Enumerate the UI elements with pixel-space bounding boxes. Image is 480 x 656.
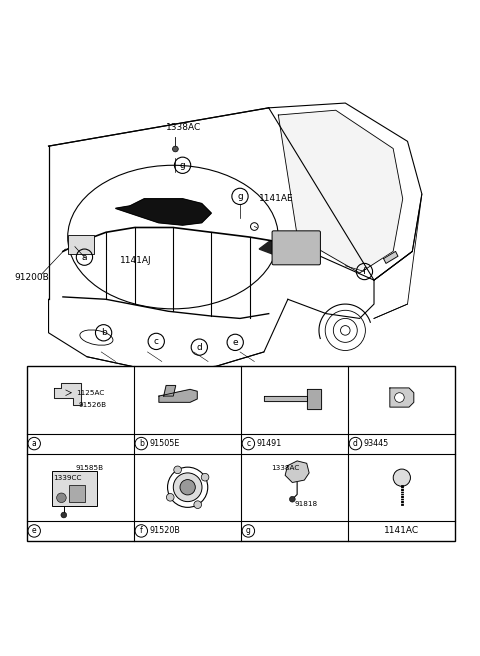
Polygon shape	[54, 383, 81, 405]
Circle shape	[167, 493, 174, 501]
Text: 1339CC: 1339CC	[53, 475, 81, 481]
Circle shape	[61, 512, 67, 518]
Bar	[52, 470, 97, 506]
Circle shape	[289, 497, 295, 502]
Circle shape	[395, 393, 404, 402]
Text: b: b	[139, 439, 144, 448]
Circle shape	[393, 469, 410, 486]
Polygon shape	[264, 396, 307, 401]
Polygon shape	[164, 386, 176, 396]
Text: 1141AJ: 1141AJ	[120, 256, 152, 265]
Circle shape	[194, 501, 202, 508]
Bar	[27, 366, 456, 541]
Polygon shape	[116, 199, 211, 225]
Circle shape	[172, 146, 178, 152]
Text: 91491: 91491	[256, 439, 282, 448]
Text: d: d	[353, 439, 358, 448]
Circle shape	[174, 466, 181, 474]
Text: 91585B: 91585B	[76, 465, 104, 471]
Polygon shape	[390, 388, 414, 407]
Circle shape	[57, 493, 66, 502]
Circle shape	[168, 467, 208, 507]
Polygon shape	[384, 251, 398, 264]
Text: e: e	[32, 526, 36, 535]
Text: 91505E: 91505E	[149, 439, 180, 448]
Text: c: c	[246, 439, 251, 448]
Text: g: g	[180, 161, 185, 170]
Polygon shape	[307, 390, 321, 409]
Text: 91520B: 91520B	[149, 526, 180, 535]
FancyBboxPatch shape	[272, 231, 321, 265]
Circle shape	[173, 473, 202, 502]
Text: 91200B: 91200B	[14, 274, 49, 282]
Polygon shape	[285, 461, 309, 482]
Bar	[68, 235, 94, 254]
Circle shape	[180, 480, 195, 495]
Text: 91818: 91818	[295, 501, 318, 507]
Text: f: f	[363, 267, 366, 276]
Text: 1125AC: 1125AC	[76, 390, 104, 396]
Circle shape	[201, 474, 209, 481]
Text: b: b	[101, 328, 107, 337]
Text: 1141AC: 1141AC	[384, 526, 420, 535]
Text: 1338AC: 1338AC	[271, 465, 299, 471]
Polygon shape	[278, 110, 403, 273]
Bar	[69, 485, 85, 502]
Text: g: g	[246, 526, 251, 535]
Text: a: a	[82, 253, 87, 262]
Text: 1338AC: 1338AC	[166, 123, 201, 132]
Text: 93445: 93445	[364, 439, 389, 448]
Polygon shape	[259, 237, 312, 256]
Text: f: f	[140, 526, 143, 535]
Text: c: c	[154, 337, 159, 346]
Text: 91526B: 91526B	[78, 401, 106, 407]
Text: e: e	[232, 338, 238, 347]
Text: g: g	[237, 192, 243, 201]
Text: d: d	[196, 342, 202, 352]
Text: a: a	[32, 439, 36, 448]
Polygon shape	[159, 390, 197, 402]
Text: 1141AE: 1141AE	[259, 194, 294, 203]
